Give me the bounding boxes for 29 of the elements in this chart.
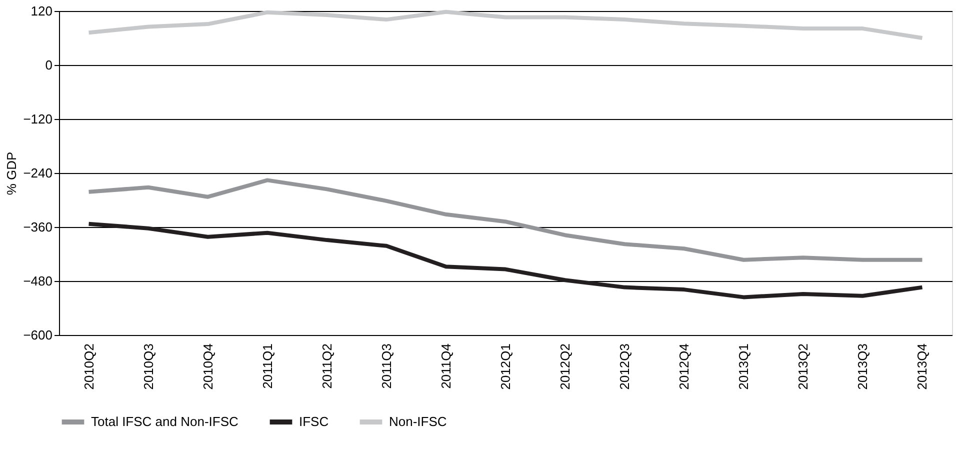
y-axis-title: % GDP bbox=[4, 152, 20, 196]
x-tick-label: 2011Q3 bbox=[378, 344, 394, 389]
y-tick-label: −120 bbox=[23, 112, 52, 126]
legend-label: IFSC bbox=[299, 414, 329, 429]
y-tick-label: 0 bbox=[45, 58, 52, 72]
y-tick-label: −240 bbox=[23, 166, 52, 180]
x-tick-label: 2013Q3 bbox=[855, 344, 870, 390]
y-tick-label: −480 bbox=[23, 274, 52, 288]
x-tick-label: 2012Q1 bbox=[498, 344, 513, 390]
y-tick-label: −600 bbox=[23, 328, 52, 342]
x-tick-label: 2011Q1 bbox=[260, 344, 275, 389]
y-tick-label: −360 bbox=[23, 220, 52, 234]
x-tick-label: 2010Q4 bbox=[200, 344, 216, 390]
legend-label: Non-IFSC bbox=[389, 414, 447, 429]
x-tick-label: 2013Q1 bbox=[736, 344, 752, 390]
x-tick-label: 2013Q2 bbox=[796, 344, 811, 390]
legend-label: Total IFSC and Non-IFSC bbox=[91, 414, 238, 429]
x-tick-label: 2011Q2 bbox=[319, 344, 334, 389]
x-tick-label: 2012Q2 bbox=[558, 344, 573, 390]
x-tick-label: 2011Q4 bbox=[438, 344, 454, 389]
y-tick-label: 120 bbox=[30, 4, 52, 18]
x-tick-label: 2010Q3 bbox=[140, 344, 156, 390]
line-series bbox=[86, 178, 924, 262]
line-series bbox=[86, 10, 924, 40]
line-series bbox=[86, 222, 924, 300]
x-tick-label: 2012Q3 bbox=[617, 344, 632, 390]
x-tick-label: 2010Q2 bbox=[81, 344, 96, 390]
x-tick-label: 2013Q4 bbox=[914, 344, 930, 390]
x-tick-label: 2012Q4 bbox=[676, 344, 692, 390]
